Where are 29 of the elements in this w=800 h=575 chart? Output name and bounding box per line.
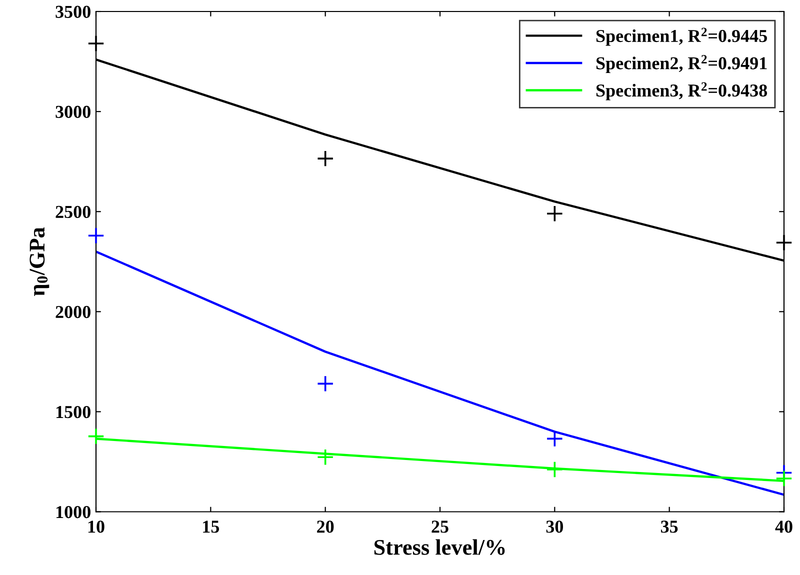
y-tick-label: 3500	[56, 6, 90, 18]
x-tick-label: 25	[432, 520, 448, 533]
point	[546, 205, 564, 222]
x-tick-label: 30	[546, 520, 564, 533]
point	[316, 375, 334, 392]
x-tick-label: 35	[660, 520, 678, 533]
legend-label: Specimen1, R$^{2}$=0.9445	[596, 28, 767, 46]
x-tick-label: 15	[203, 520, 220, 533]
point	[316, 150, 334, 168]
point	[87, 35, 105, 52]
point	[775, 470, 793, 488]
legend-label: Specimen2, R$^{2}$=0.9491	[596, 55, 767, 74]
x-tick-label: 20	[317, 520, 334, 533]
x-tick-label: 10	[88, 520, 104, 533]
y-axis-title: η$_{0}$/GPa	[30, 227, 50, 296]
y-tick-label: 2500	[56, 206, 90, 218]
y-tick-label: 1000	[56, 506, 90, 518]
y-tick-label: 3000	[56, 106, 90, 118]
y-tick-label: 2000	[56, 306, 90, 318]
point	[87, 227, 105, 244]
point	[316, 448, 334, 466]
x-tick-label: 40	[775, 520, 792, 533]
point	[87, 428, 105, 445]
y-tick-label: 1500	[56, 406, 90, 418]
x-axis-title: Stress level/%	[374, 539, 505, 555]
line-series	[96, 250, 784, 496]
point	[546, 461, 564, 478]
legend-label: Specimen3, R$^{2}$=0.9438	[596, 82, 768, 100]
point	[775, 234, 793, 252]
